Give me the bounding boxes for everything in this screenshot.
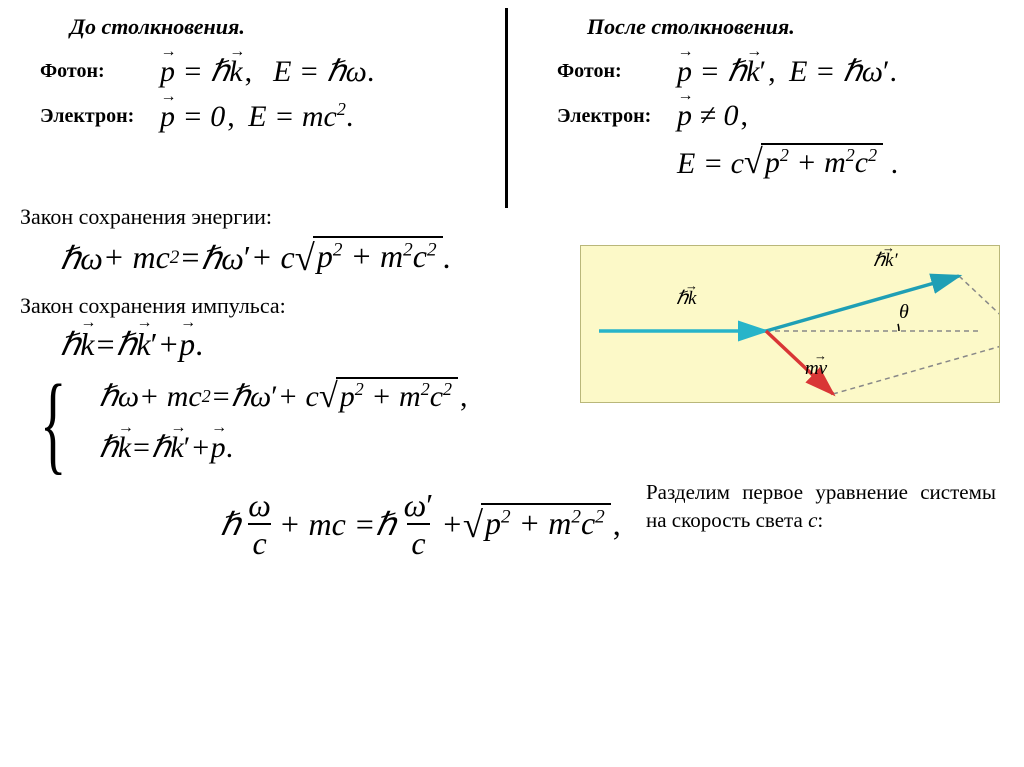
before-electron-eq: →p = 0, E = mc2. bbox=[160, 99, 353, 134]
after-column: После столкновения. Фотон: →p = ℏ→k′, E … bbox=[507, 0, 1024, 190]
after-photon-label: Фотон: bbox=[557, 60, 677, 83]
before-title: До столкновения. bbox=[70, 14, 487, 40]
before-electron-label: Электрон: bbox=[40, 105, 160, 128]
side-note: Разделим первое уравнение системы на ско… bbox=[646, 478, 996, 535]
after-electron-label: Электрон: bbox=[557, 105, 677, 128]
after-photon-eq: →p = ℏ→k′, E = ℏω′. bbox=[677, 54, 897, 89]
svg-text:θ: θ bbox=[899, 301, 909, 323]
energy-law-title: Закон сохранения энергии: bbox=[20, 204, 1024, 230]
svg-text:→: → bbox=[882, 246, 895, 255]
vector-diagram: θℏk→ℏk′→mv→ bbox=[580, 245, 1000, 403]
after-title: После столкновения. bbox=[587, 14, 1004, 40]
before-photon-label: Фотон: bbox=[40, 60, 160, 83]
vertical-divider bbox=[505, 8, 508, 208]
system-eq-2: ℏ→k = ℏ→k′ + →p. bbox=[99, 430, 474, 465]
after-electron-p-eq: →p ≠ 0, bbox=[677, 99, 754, 133]
svg-text:→: → bbox=[685, 278, 698, 293]
before-column: До столкновения. Фотон: →p = ℏ→k, E = ℏω… bbox=[0, 0, 507, 190]
before-photon-eq: →p = ℏ→k, E = ℏω. bbox=[160, 54, 374, 89]
svg-text:→: → bbox=[814, 348, 827, 363]
after-electron-E-eq: E = c√p2 + m2c2 . bbox=[677, 143, 1004, 182]
system-eq-1: ℏω + mc2 = ℏω′ + c√p2 + m2c2 , bbox=[99, 377, 474, 416]
